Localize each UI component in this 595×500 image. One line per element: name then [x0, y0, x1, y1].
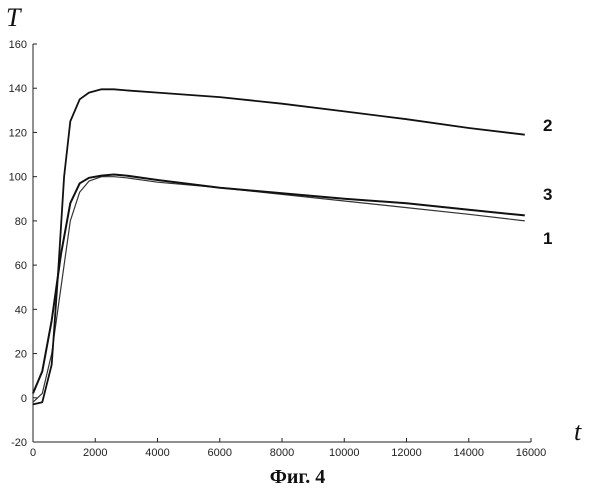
x-tick-label: 14000 — [453, 447, 484, 459]
series-label-2: 2 — [543, 116, 552, 135]
x-tick-label: 12000 — [391, 447, 422, 459]
y-tick-label: -20 — [11, 437, 27, 449]
y-tick-label: 100 — [9, 172, 27, 184]
x-tick-label: 6000 — [208, 447, 232, 459]
series-line-2 — [33, 89, 525, 404]
x-tick-label: 0 — [30, 447, 36, 459]
x-tick-label: 2000 — [83, 447, 107, 459]
y-tick-label: 0 — [21, 393, 27, 405]
y-tick-label: 80 — [15, 216, 27, 228]
series-lines — [33, 89, 525, 404]
y-tick-label: 40 — [15, 304, 27, 316]
x-tick-label: 10000 — [329, 447, 360, 459]
x-axis-label: t — [574, 417, 582, 446]
series-label-1: 1 — [543, 229, 552, 248]
series-line-3 — [33, 175, 525, 394]
x-tick-label: 16000 — [516, 447, 547, 459]
y-axis-label: T — [6, 3, 22, 32]
y-tick-label: 20 — [15, 349, 27, 361]
x-tick-label: 4000 — [145, 447, 169, 459]
y-tick-label: 140 — [9, 83, 27, 95]
series-labels: 1 2 3 — [543, 116, 552, 248]
series-line-1 — [33, 177, 525, 403]
line-chart: -200204060801001201401600200040006000800… — [0, 0, 595, 465]
figure-caption: Фиг. 4 — [0, 466, 595, 489]
y-tick-label: 60 — [15, 260, 27, 272]
y-tick-label: 160 — [9, 39, 27, 51]
series-label-3: 3 — [543, 185, 552, 204]
x-tick-label: 8000 — [270, 447, 294, 459]
y-tick-label: 120 — [9, 127, 27, 139]
tick-labels: -200204060801001201401600200040006000800… — [9, 39, 547, 459]
